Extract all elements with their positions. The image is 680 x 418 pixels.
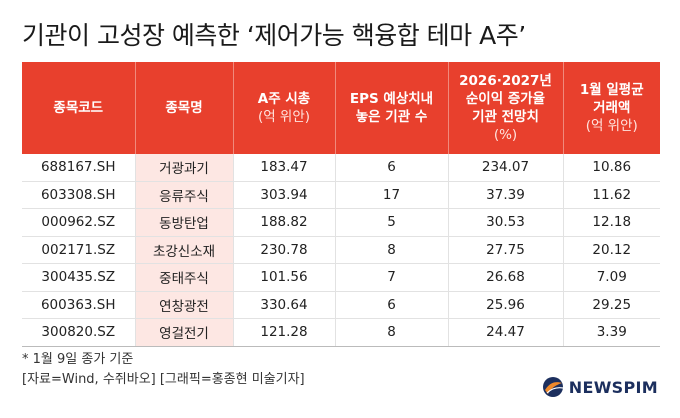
table-row: 688167.SH 거광과기 183.47 6 234.07 10.86 bbox=[22, 154, 660, 182]
stock-table: 종목코드 종목명 A주 시총 (억 위안) EPS 예상치내 놓은 기관 수 2… bbox=[22, 62, 660, 347]
cell-volume: 12.18 bbox=[562, 208, 660, 237]
newspim-logo: NEWSPIM bbox=[542, 376, 658, 398]
cell-eps-count: 5 bbox=[334, 208, 448, 237]
cell-eps-count: 8 bbox=[334, 318, 448, 347]
cell-eps-count: 6 bbox=[334, 154, 448, 182]
header-eps-count: EPS 예상치내 놓은 기관 수 bbox=[334, 62, 448, 154]
cell-growth: 24.47 bbox=[447, 318, 563, 347]
cell-growth: 26.68 bbox=[447, 263, 563, 292]
cell-name: 초강신소재 bbox=[134, 236, 233, 264]
footnote: * 1월 9일 종가 기준 [자료=Wind, 수쥐바오] [그래픽=홍종현 미… bbox=[22, 350, 305, 390]
cell-growth: 234.07 bbox=[447, 154, 563, 182]
footnote-source: [자료=Wind, 수쥐바오] [그래픽=홍종현 미술기자] bbox=[22, 372, 305, 387]
header-name: 종목명 bbox=[134, 62, 233, 154]
newspim-globe-icon bbox=[542, 377, 563, 397]
cell-volume: 11.62 bbox=[562, 181, 660, 209]
cell-volume: 7.09 bbox=[562, 263, 660, 292]
cell-volume: 3.39 bbox=[562, 318, 660, 347]
header-growth: 2026·2027년 순이익 증가율 기관 전망치 (%) bbox=[447, 62, 563, 154]
header-code: 종목코드 bbox=[22, 62, 135, 154]
cell-name: 동방탄업 bbox=[134, 208, 233, 237]
cell-code: 300435.SZ bbox=[22, 263, 135, 292]
cell-code: 300820.SZ bbox=[22, 318, 135, 347]
page-title: 기관이 고성장 예측한 ‘제어가능 핵융합 테마 A주’ bbox=[22, 21, 526, 50]
cell-eps-count: 6 bbox=[334, 291, 448, 319]
cell-code: 603308.SH bbox=[22, 181, 135, 209]
cell-mcap: 121.28 bbox=[232, 318, 335, 347]
table-row: 300820.SZ 영걸전기 121.28 8 24.47 3.39 bbox=[22, 318, 660, 347]
cell-mcap: 330.64 bbox=[232, 291, 335, 319]
cell-volume: 10.86 bbox=[562, 154, 660, 182]
header-volume: 1월 일평균 거래액 (억 위안) bbox=[562, 62, 660, 154]
cell-name: 영걸전기 bbox=[134, 318, 233, 347]
cell-growth: 27.75 bbox=[447, 236, 563, 264]
footnote-date: * 1월 9일 종가 기준 bbox=[22, 352, 134, 367]
cell-code: 000962.SZ bbox=[22, 208, 135, 237]
cell-name: 응류주식 bbox=[134, 181, 233, 209]
cell-eps-count: 8 bbox=[334, 236, 448, 264]
cell-mcap: 183.47 bbox=[232, 154, 335, 182]
cell-mcap: 303.94 bbox=[232, 181, 335, 209]
cell-code: 002171.SZ bbox=[22, 236, 135, 264]
cell-mcap: 101.56 bbox=[232, 263, 335, 292]
cell-name: 중태주식 bbox=[134, 263, 233, 292]
cell-growth: 25.96 bbox=[447, 291, 563, 319]
table-row: 002171.SZ 초강신소재 230.78 8 27.75 20.12 bbox=[22, 236, 660, 264]
cell-code: 600363.SH bbox=[22, 291, 135, 319]
cell-code: 688167.SH bbox=[22, 154, 135, 182]
cell-mcap: 188.82 bbox=[232, 208, 335, 237]
header-market-cap: A주 시총 (억 위안) bbox=[232, 62, 335, 154]
cell-mcap: 230.78 bbox=[232, 236, 335, 264]
table-row: 300435.SZ 중태주식 101.56 7 26.68 7.09 bbox=[22, 263, 660, 292]
cell-growth: 37.39 bbox=[447, 181, 563, 209]
table-row: 600363.SH 연창광전 330.64 6 25.96 29.25 bbox=[22, 291, 660, 319]
cell-eps-count: 17 bbox=[334, 181, 448, 209]
cell-name: 거광과기 bbox=[134, 154, 233, 182]
cell-growth: 30.53 bbox=[447, 208, 563, 237]
table-row: 000962.SZ 동방탄업 188.82 5 30.53 12.18 bbox=[22, 208, 660, 237]
cell-name: 연창광전 bbox=[134, 291, 233, 319]
table-header-row: 종목코드 종목명 A주 시총 (억 위안) EPS 예상치내 놓은 기관 수 2… bbox=[22, 62, 660, 154]
stock-table-container: 종목코드 종목명 A주 시총 (억 위안) EPS 예상치내 놓은 기관 수 2… bbox=[22, 62, 660, 347]
logo-text: NEWSPIM bbox=[568, 377, 658, 397]
cell-volume: 29.25 bbox=[562, 291, 660, 319]
table-row: 603308.SH 응류주식 303.94 17 37.39 11.62 bbox=[22, 181, 660, 209]
cell-volume: 20.12 bbox=[562, 236, 660, 264]
cell-eps-count: 7 bbox=[334, 263, 448, 292]
